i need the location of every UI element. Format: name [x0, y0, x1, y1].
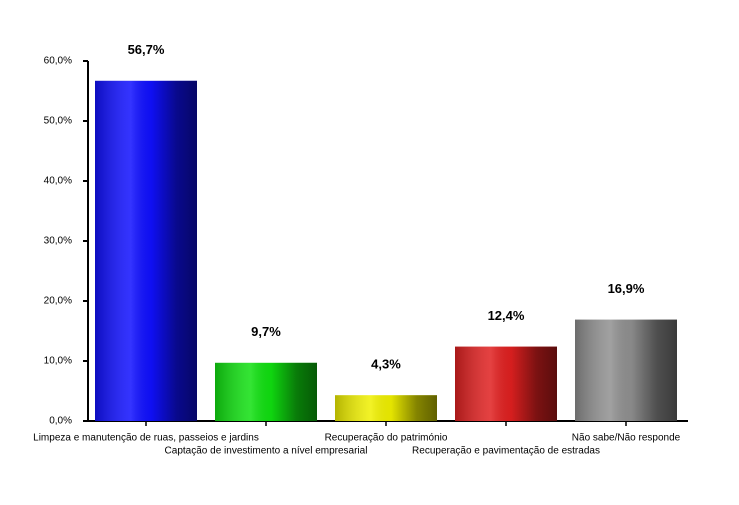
y-tick-label: 30,0% — [44, 236, 72, 247]
value-label: 56,7% — [128, 42, 165, 57]
bar-shading — [575, 319, 677, 421]
value-label: 4,3% — [371, 357, 401, 372]
x-tick-label: Recuperação do património — [325, 433, 448, 444]
y-tick-label: 10,0% — [44, 356, 72, 367]
bar-shading — [455, 346, 557, 421]
x-tick-label: Não sabe/Não responde — [572, 433, 681, 444]
y-tick-label: 60,0% — [44, 56, 72, 67]
y-tick-label: 0,0% — [49, 416, 72, 427]
bar-shading — [335, 395, 437, 421]
bar-shading — [215, 362, 317, 421]
y-tick-label: 20,0% — [44, 296, 72, 307]
value-label: 12,4% — [488, 308, 525, 323]
value-label: 9,7% — [251, 324, 281, 339]
y-tick-label: 50,0% — [44, 116, 72, 127]
x-tick-label: Captação de investimento a nível empresa… — [165, 446, 368, 457]
x-tick-label: Recuperação e pavimentação de estradas — [412, 446, 600, 457]
value-label: 16,9% — [608, 281, 645, 296]
x-tick-label: Limpeza e manutenção de ruas, passeios e… — [33, 433, 259, 444]
y-tick-label: 40,0% — [44, 176, 72, 187]
bar-shading — [95, 80, 197, 422]
